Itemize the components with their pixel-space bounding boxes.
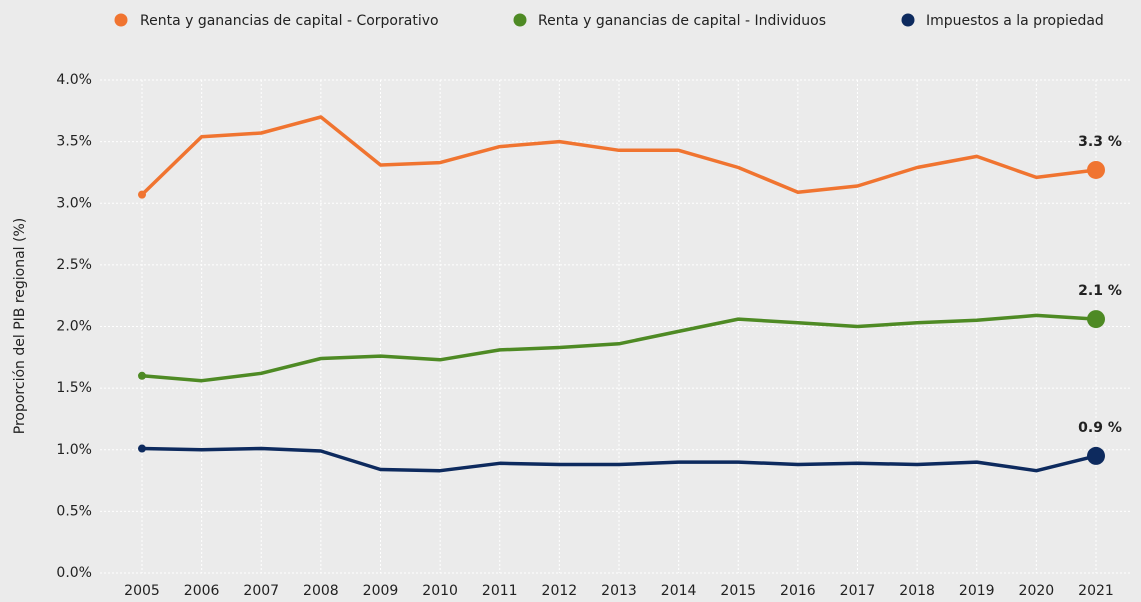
x-tick-label: 2020 bbox=[1019, 583, 1055, 599]
start-point bbox=[138, 371, 146, 380]
x-tick-label: 2007 bbox=[243, 583, 279, 599]
x-tick-label: 2006 bbox=[184, 583, 220, 599]
start-point bbox=[138, 444, 146, 453]
y-tick-label: 0.0% bbox=[56, 565, 92, 581]
x-tick-label: 2017 bbox=[840, 583, 876, 599]
x-tick-label: 2018 bbox=[899, 583, 935, 599]
y-tick-label: 3.5% bbox=[56, 134, 92, 150]
y-tick-label: 4.0% bbox=[56, 72, 92, 88]
y-tick-label: 0.5% bbox=[56, 503, 92, 519]
legend-marker bbox=[114, 13, 128, 27]
y-tick-label: 2.0% bbox=[56, 319, 92, 335]
y-axis-label: Proporción del PIB regional (%) bbox=[12, 218, 28, 434]
x-tick-label: 2005 bbox=[124, 583, 160, 599]
legend-label: Renta y ganancias de capital - Corporati… bbox=[140, 13, 439, 29]
legend-label: Impuestos a la propiedad bbox=[926, 13, 1104, 29]
data-label: 3.3 % bbox=[1078, 134, 1122, 150]
x-tick-label: 2008 bbox=[303, 583, 339, 599]
start-point bbox=[138, 190, 146, 199]
line bbox=[140, 115, 1097, 196]
y-tick-label: 1.5% bbox=[56, 380, 92, 396]
data-label: 0.9 % bbox=[1078, 420, 1122, 436]
x-tick-label: 2015 bbox=[720, 583, 756, 599]
x-tick-label: 2010 bbox=[422, 583, 458, 599]
legend-marker bbox=[513, 13, 527, 27]
legend-marker bbox=[901, 13, 915, 27]
y-tick-label: 1.0% bbox=[56, 442, 92, 458]
end-point bbox=[1087, 310, 1105, 329]
x-tick-label: 2016 bbox=[780, 583, 816, 599]
x-tick-label: 2014 bbox=[661, 583, 697, 599]
x-tick-label: 2009 bbox=[363, 583, 399, 599]
x-tick-label: 2013 bbox=[601, 583, 637, 599]
data-label: 2.1 % bbox=[1078, 283, 1122, 299]
line bbox=[141, 446, 1097, 473]
end-point bbox=[1087, 160, 1105, 179]
x-tick-label: 2012 bbox=[542, 583, 578, 599]
x-tick-label: 2021 bbox=[1078, 583, 1114, 599]
y-tick-label: 3.0% bbox=[56, 195, 92, 211]
y-tick-label: 2.5% bbox=[56, 257, 92, 273]
x-tick-label: 2019 bbox=[959, 583, 995, 599]
x-tick-label: 2011 bbox=[482, 583, 518, 599]
end-point bbox=[1087, 446, 1105, 465]
line bbox=[141, 313, 1097, 383]
legend-label: Renta y ganancias de capital - Individuo… bbox=[538, 13, 826, 29]
